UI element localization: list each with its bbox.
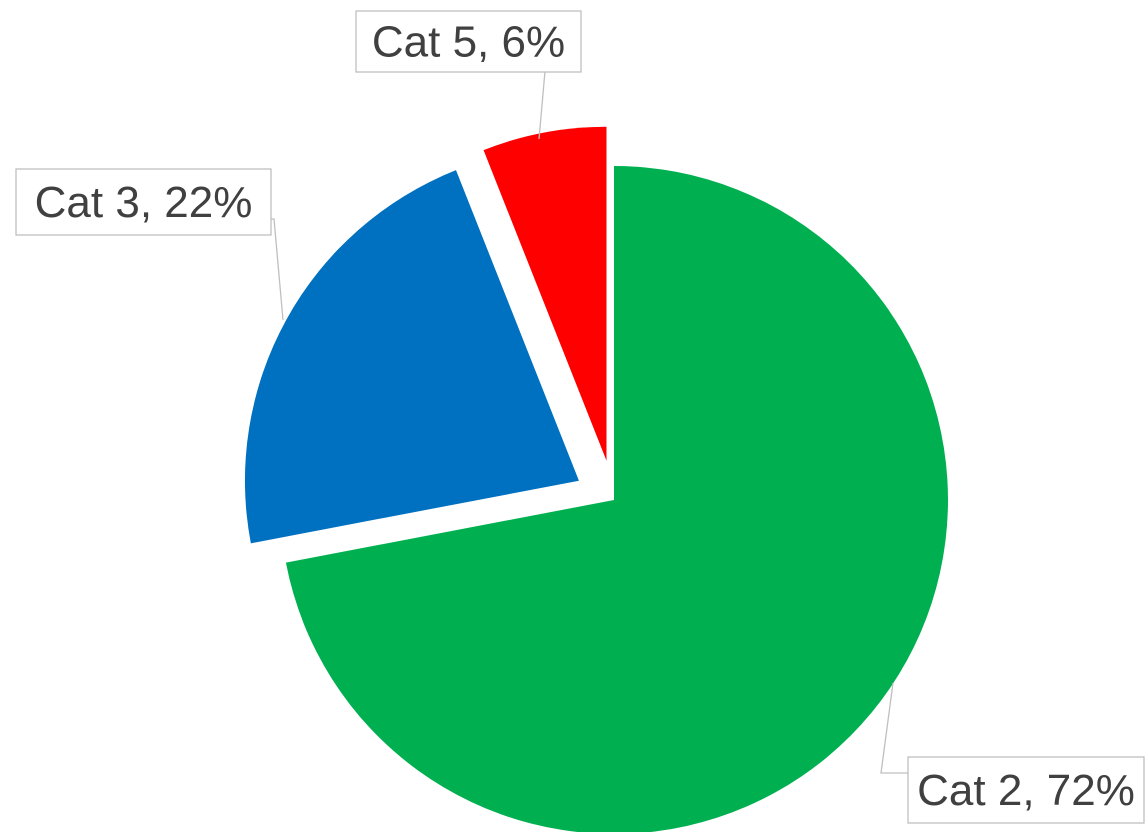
leader-line-cat-2 — [880, 682, 908, 774]
data-label-text: Cat 5, 6% — [372, 18, 565, 67]
pie-slice-cat-5 — [483, 126, 607, 461]
data-label-box — [15, 168, 272, 236]
pie-slice-cat-2 — [285, 166, 948, 832]
leader-line-cat-3 — [271, 218, 284, 321]
data-label-text: Cat 3, 22% — [35, 178, 253, 227]
data-label-box — [907, 756, 1145, 824]
data-label-box — [355, 10, 582, 73]
data-label-cat-5: Cat 5, 6% — [355, 10, 582, 73]
data-label-text: Cat 2, 72% — [917, 766, 1135, 815]
pie-slice-cat-3 — [244, 170, 579, 544]
data-label-cat-3: Cat 3, 22% — [15, 168, 272, 236]
callout-labels: Cat 2, 72% Cat 3, 22% Cat 5, 6% — [15, 10, 1145, 824]
pie-slices — [244, 126, 948, 832]
data-label-cat-2: Cat 2, 72% — [907, 756, 1145, 824]
